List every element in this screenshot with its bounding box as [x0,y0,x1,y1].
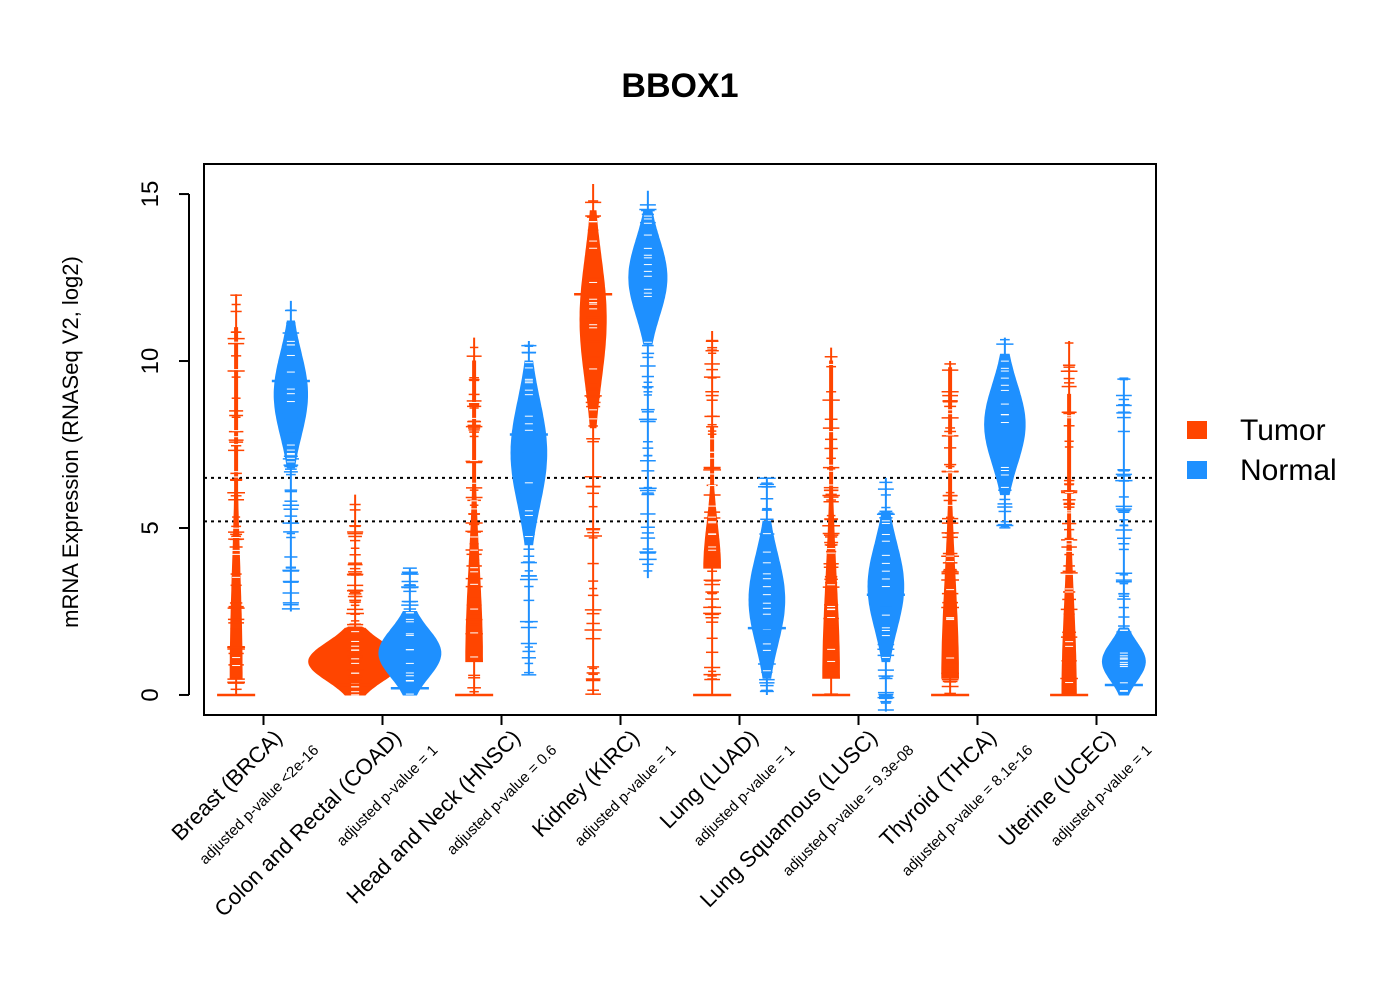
bean-normal [747,477,786,695]
bean-tumor-density [579,210,607,429]
legend-swatch [1187,461,1207,479]
plot-area [204,184,1156,712]
bean-tumor [574,184,613,695]
bean-normal [1101,377,1146,696]
bean-normal-density [273,320,308,469]
bean-normal-density [628,210,668,345]
bean-normal [984,337,1026,529]
y-axis-label: mRNA Expression (RNASeq V2, log2) [58,256,83,628]
bean-tumor [812,347,851,697]
bean-normal-density [1101,627,1146,696]
y-tick-label: 10 [137,348,164,375]
y-tick-label: 5 [137,521,164,534]
bean-tumor [308,494,402,696]
bean-tumor [217,294,256,697]
bean-normal-density [378,611,442,696]
legend: Tumor Normal [1187,414,1337,487]
legend-label: Tumor [1240,414,1326,447]
bean-tumor [693,330,732,697]
bean-tumor [1050,340,1089,697]
bean-normal [378,567,442,696]
bean-normal [509,340,548,676]
bean-normal [628,190,668,579]
chart-title: BBOX1 [621,67,738,105]
bean-tumor [931,361,970,697]
legend-swatch [1187,421,1207,439]
bean-tumor [455,337,494,697]
bean-tumor-density [703,427,722,569]
y-tick-label: 15 [137,181,164,208]
x-axis: Breast (BRCA)adjusted p-value <2e-16Colo… [166,715,1155,922]
bean-normal [866,477,905,712]
bean-tumor-density [1061,393,1077,696]
bean-tumor-density [229,327,243,679]
plot-frame [203,163,1157,716]
y-tick-label: 0 [137,688,164,701]
x-tick-label: Lung (LUAD) [655,725,763,833]
legend-label: Normal [1240,454,1337,487]
y-axis: 0 5 10 15 [137,181,190,702]
bean-normal [271,300,310,612]
